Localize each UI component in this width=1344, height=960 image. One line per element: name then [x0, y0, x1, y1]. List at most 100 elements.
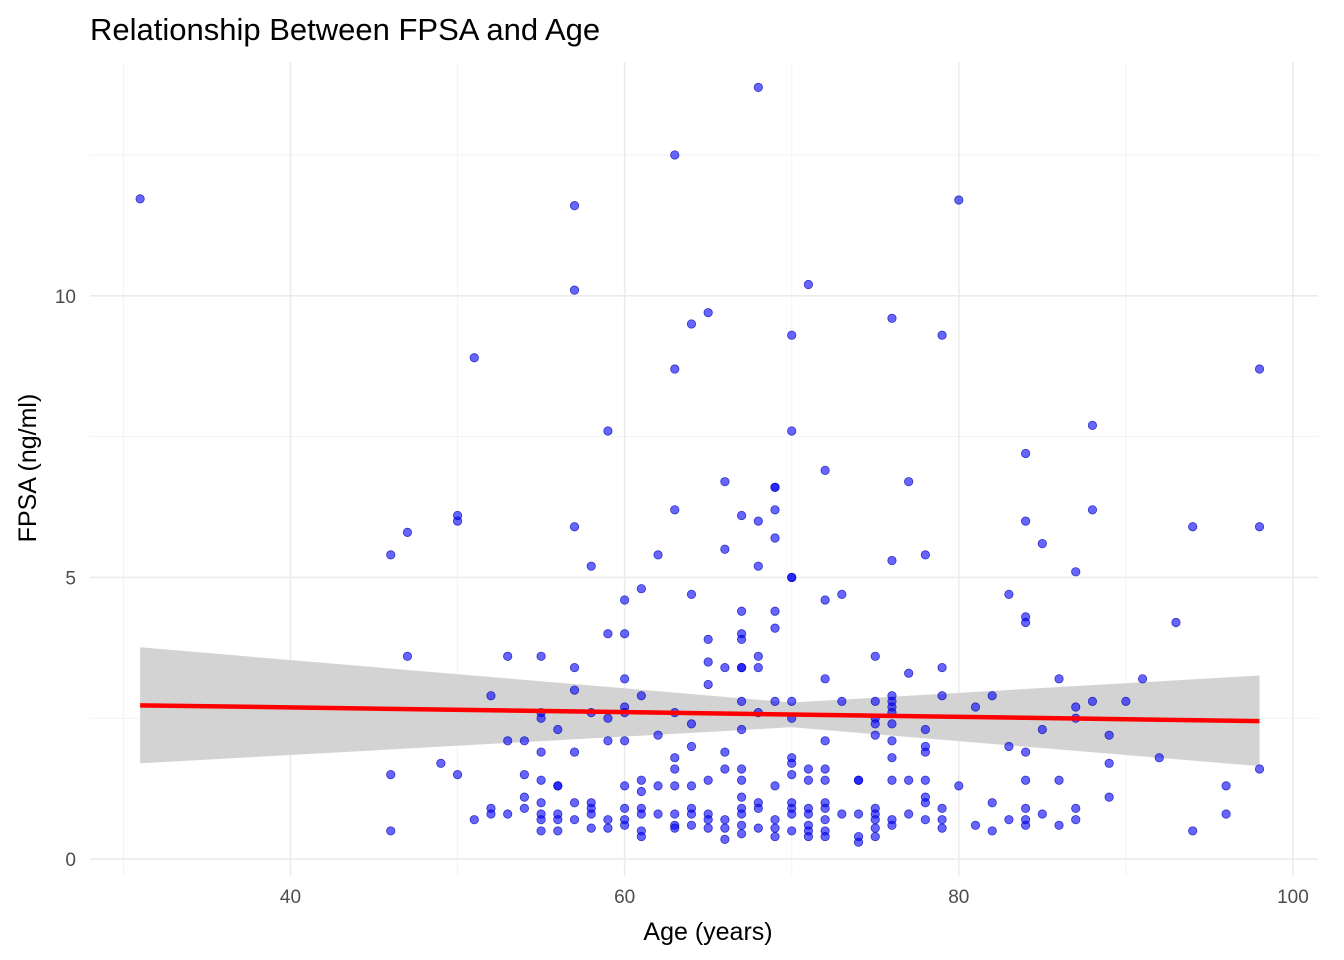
data-point: [870, 730, 880, 740]
data-point: [870, 815, 880, 825]
data-point: [736, 820, 747, 830]
data-point: [1087, 505, 1098, 515]
x-tick-label: 60: [614, 887, 635, 908]
data-point: [452, 516, 463, 526]
data-point: [386, 770, 396, 780]
data-point: [937, 803, 947, 814]
chart-title: Relationship Between FPSA and Age: [90, 12, 600, 47]
data-point: [753, 82, 763, 92]
data-point: [954, 195, 964, 205]
data-point: [670, 505, 680, 515]
data-point: [803, 809, 814, 819]
data-point: [1054, 775, 1064, 785]
data-point: [787, 572, 797, 583]
data-point: [553, 724, 563, 735]
data-point: [653, 781, 663, 791]
data-point: [653, 730, 663, 740]
x-axis-title: Age (years): [643, 918, 772, 946]
data-point: [1071, 702, 1081, 712]
data-point: [720, 815, 730, 825]
data-point: [736, 775, 747, 785]
data-point: [920, 798, 930, 808]
data-point: [736, 724, 747, 735]
data-point: [620, 803, 630, 814]
data-point: [920, 724, 930, 735]
tick-labels: 40 60 80 100 0 5 10: [55, 287, 1309, 908]
data-point: [653, 550, 663, 560]
x-tick-label: 100: [1277, 887, 1309, 908]
data-point: [820, 595, 830, 605]
data-point: [703, 823, 713, 833]
data-point: [787, 330, 797, 340]
data-point: [536, 775, 546, 785]
data-point: [586, 561, 596, 571]
data-point: [970, 702, 981, 712]
data-point: [569, 747, 580, 757]
data-point: [770, 696, 780, 706]
y-axis-title: FPSA (ng/ml): [14, 394, 42, 543]
data-point: [586, 823, 596, 833]
data-point: [569, 815, 580, 825]
data-point: [937, 815, 947, 825]
data-point: [1021, 803, 1031, 814]
data-point: [920, 747, 930, 757]
data-point: [820, 815, 830, 825]
data-point: [736, 662, 747, 673]
data-point: [770, 815, 780, 825]
data-point: [670, 764, 680, 774]
data-point: [536, 713, 546, 723]
data-point: [503, 651, 513, 661]
data-point: [937, 691, 947, 701]
data-point: [436, 758, 446, 768]
data-point: [1104, 758, 1114, 768]
data-point: [1188, 826, 1198, 836]
data-point: [787, 696, 797, 706]
data-point: [787, 770, 797, 780]
data-point: [569, 285, 580, 295]
data-point: [670, 364, 680, 374]
data-point: [920, 775, 930, 785]
data-point: [770, 482, 780, 492]
data-point: [720, 764, 730, 774]
data-point: [553, 781, 563, 791]
data-point: [386, 550, 396, 560]
data-point: [820, 803, 830, 814]
data-point: [870, 823, 880, 833]
data-point: [720, 823, 730, 833]
data-point: [853, 837, 864, 847]
data-point: [736, 792, 747, 802]
x-tick-label: 40: [280, 887, 301, 908]
data-point: [837, 589, 847, 599]
data-point: [736, 634, 747, 645]
data-point: [753, 516, 763, 526]
trend-line: [140, 703, 1260, 724]
data-point: [620, 820, 630, 830]
data-point: [519, 770, 529, 780]
data-point: [636, 775, 646, 785]
data-point: [636, 831, 646, 842]
data-point: [519, 803, 529, 814]
data-point: [402, 651, 413, 661]
data-point: [870, 651, 880, 661]
data-point: [853, 775, 864, 785]
data-point: [770, 781, 780, 791]
data-point: [469, 815, 479, 825]
data-point: [753, 823, 763, 833]
data-point: [1154, 753, 1164, 763]
data-point: [987, 826, 997, 836]
data-point: [402, 527, 413, 537]
data-point: [1037, 724, 1047, 735]
data-point: [686, 781, 697, 791]
data-point: [870, 831, 880, 842]
data-point: [970, 820, 981, 830]
data-point: [636, 786, 646, 797]
data-point: [636, 691, 646, 701]
y-tick-label: 0: [65, 850, 76, 871]
data-point: [787, 809, 797, 819]
data-point: [620, 674, 630, 684]
data-point: [703, 775, 713, 785]
data-point: [1071, 567, 1081, 577]
data-point: [670, 753, 680, 763]
data-point: [803, 775, 814, 785]
